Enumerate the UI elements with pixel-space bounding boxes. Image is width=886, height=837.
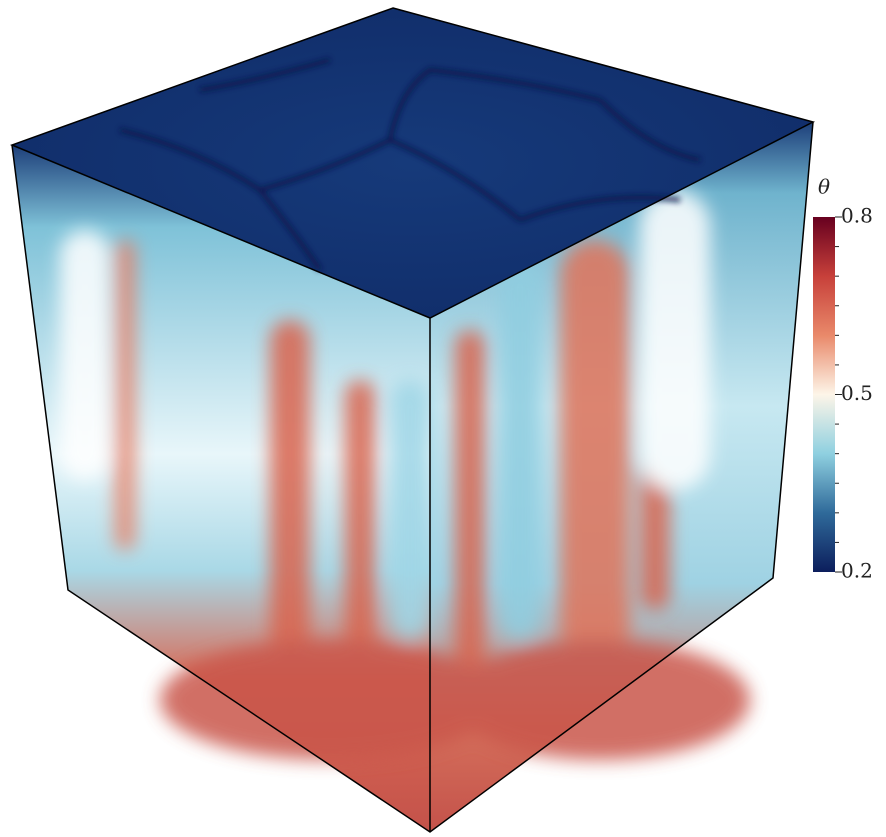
cube-edges (9, 7, 816, 833)
volume-rendering (9, 7, 816, 833)
colorbar-tick-label: 0.5 (841, 381, 873, 405)
plumes (60, 190, 750, 760)
colorbar: θ 0.2 0.5 0.8 (813, 175, 873, 583)
colorbar-tick-label: 0.8 (841, 204, 873, 228)
top-cells (119, 57, 701, 272)
colorbar-title: θ (818, 175, 830, 199)
colorbar-ramp (813, 217, 835, 572)
colorbar-tick-label: 0.2 (841, 559, 873, 583)
